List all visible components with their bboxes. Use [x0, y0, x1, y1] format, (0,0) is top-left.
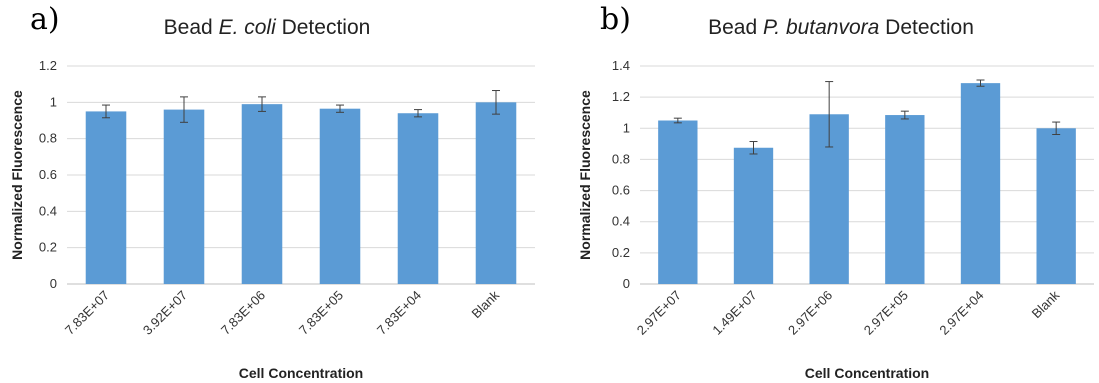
chart-title-part: P. butanvora: [763, 16, 879, 39]
bar: [397, 113, 439, 284]
panel-letter: b): [600, 2, 631, 37]
y-tick-label: 0.6: [612, 183, 630, 198]
y-tick-label: 0: [623, 276, 630, 291]
y-tick-label: 1: [50, 94, 57, 109]
bar: [163, 109, 205, 284]
y-tick-label: 1.4: [612, 58, 630, 73]
y-tick-label: 0.2: [39, 240, 57, 255]
x-tick-label: Blank: [469, 287, 503, 321]
y-tick-label: 0.4: [39, 203, 57, 218]
bar: [733, 147, 774, 284]
x-tick-label: 7.83E+05: [296, 288, 346, 338]
chart-title: Bead P. butanvora Detection: [708, 16, 974, 39]
y-tick-label: 0.8: [39, 131, 57, 146]
x-tick-label: Blank: [1029, 287, 1063, 321]
y-tick-label: 1: [623, 120, 630, 135]
bar-chart: Bead P. butanvora Detection 0 0.2 0.4 0.6 0.8…: [577, 16, 1094, 381]
chart-title-part: E. coli: [219, 16, 278, 39]
x-tick-label: 1.49E+07: [709, 288, 759, 338]
x-tick-label: 2.97E+04: [936, 288, 986, 338]
chart-panel-b: b) Bead P. butanvora Detection 0 0.2 0.4 0.6…: [550, 0, 1099, 383]
y-tick-label: 1.2: [39, 58, 57, 73]
chart-title-part: Bead: [708, 16, 763, 39]
bar: [241, 104, 283, 285]
x-tick-label: 7.83E+07: [62, 288, 112, 338]
bar: [960, 83, 1001, 284]
x-tick-label: 2.97E+07: [634, 288, 684, 338]
bar: [658, 120, 698, 284]
x-tick-label: 3.92E+07: [140, 288, 190, 338]
bar: [885, 115, 925, 284]
bar: [475, 102, 517, 284]
y-tick-label: 0: [50, 276, 57, 291]
chart-title-part: Detection: [276, 16, 371, 39]
chart-panel-a: a) Bead E. coli Detection 0 0.2 0.4 0.6 0.8 1 1…: [0, 0, 549, 383]
bar-chart: Bead E. coli Detection 0 0.2 0.4 0.6 0.8 1 1.2 7…: [9, 16, 535, 381]
bar: [1036, 128, 1076, 284]
chart-title-part: Bead: [164, 16, 219, 39]
y-axis-label: Normalized Fluorescence: [577, 90, 593, 260]
x-tick-label: 7.83E+04: [374, 288, 424, 338]
y-axis-label: Normalized Fluorescence: [9, 90, 25, 260]
x-tick-label: 2.97E+05: [861, 288, 911, 338]
y-tick-label: 0.2: [612, 245, 630, 260]
y-tick-label: 1.2: [612, 89, 630, 104]
panel-letter: a): [30, 2, 60, 37]
chart-title-part: Detection: [879, 16, 974, 39]
y-tick-label: 0.4: [612, 214, 630, 229]
bar: [319, 108, 361, 284]
y-tick-label: 0.8: [612, 151, 630, 166]
y-tick-label: 0.6: [39, 167, 57, 182]
x-tick-label: 2.97E+06: [785, 288, 835, 338]
x-axis-label: Cell Concentration: [805, 365, 929, 381]
x-axis-label: Cell Concentration: [239, 365, 363, 381]
x-tick-label: 7.83E+06: [218, 288, 268, 338]
bar: [85, 111, 127, 285]
chart-title: Bead E. coli Detection: [164, 16, 371, 39]
